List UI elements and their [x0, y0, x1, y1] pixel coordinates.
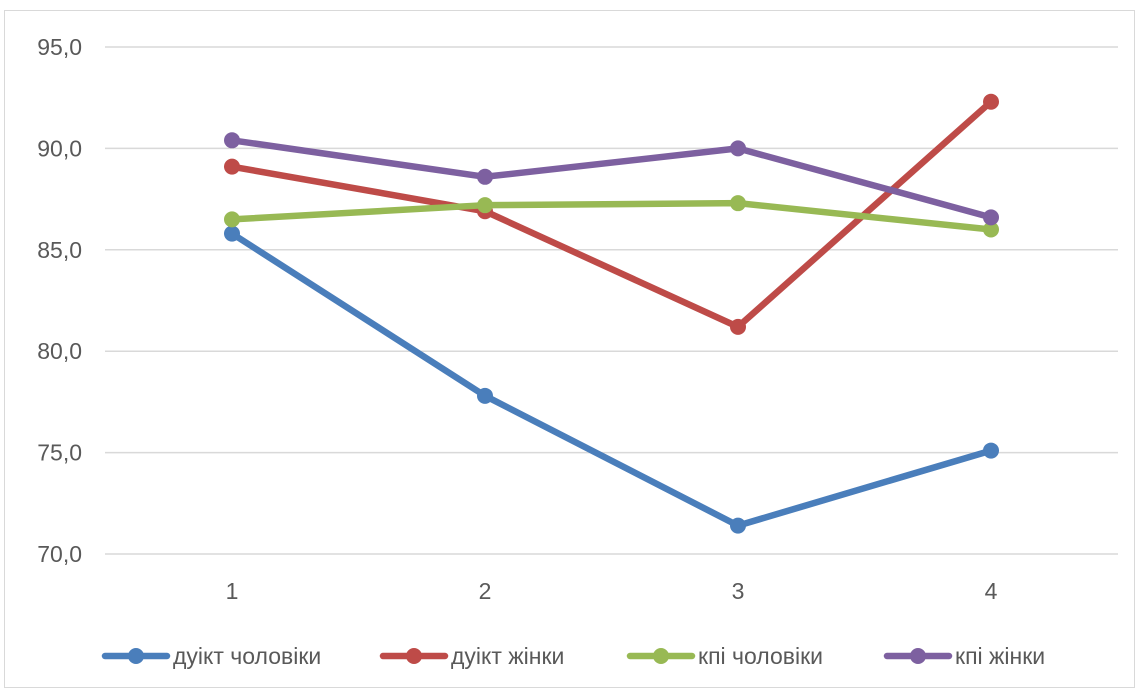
data-point: [224, 132, 240, 149]
series-line: [228, 199, 995, 233]
series-1: [224, 225, 999, 534]
y-tick-label: 85,0: [37, 237, 82, 263]
data-point: [730, 195, 746, 212]
legend-label: дуікт жінки: [451, 643, 564, 669]
legend-label: кпі жінки: [955, 643, 1045, 669]
data-point: [477, 387, 493, 404]
data-point: [477, 168, 493, 185]
legend-entry-2: дуікт жінки: [379, 643, 564, 669]
y-axis-ticks: 70,0 75,0 80,0 85,0 90,0 95,0: [37, 34, 82, 567]
legend-swatch-marker: [653, 648, 669, 664]
data-point: [983, 442, 999, 459]
series-line: [228, 137, 995, 221]
data-point: [477, 197, 493, 214]
y-tick-label: 75,0: [37, 440, 82, 466]
x-tick-label: 1: [226, 578, 239, 604]
data-point: [224, 211, 240, 228]
legend-swatch-marker: [406, 648, 422, 664]
series-4: [224, 132, 999, 226]
x-tick-label: 2: [479, 578, 492, 604]
legend-swatch-marker: [910, 648, 926, 664]
series-line: [228, 230, 995, 529]
series-3: [224, 195, 999, 238]
legend: дуікт чоловіки дуікт жінки кпі чоловіки кпі…: [101, 643, 1045, 669]
y-tick-label: 95,0: [37, 34, 82, 60]
data-point: [730, 140, 746, 157]
legend-label: дуікт чоловіки: [173, 643, 321, 669]
data-point: [224, 158, 240, 175]
y-tick-label: 90,0: [37, 135, 82, 161]
chart-frame: [4, 10, 1135, 688]
legend-label: кпі чоловіки: [698, 643, 823, 669]
data-point: [983, 93, 999, 110]
x-tick-label: 4: [985, 578, 998, 604]
data-point: [224, 225, 240, 242]
legend-entry-3: кпі чоловіки: [626, 643, 823, 669]
x-tick-label: 3: [732, 578, 745, 604]
data-point: [730, 318, 746, 335]
data-point: [983, 221, 999, 238]
series-lines: [224, 93, 999, 534]
y-tick-label: 70,0: [37, 541, 82, 567]
legend-swatch-marker: [128, 648, 144, 664]
y-tick-label: 80,0: [37, 338, 82, 364]
data-point: [983, 209, 999, 226]
data-point: [730, 517, 746, 534]
legend-entry-4: кпі жінки: [883, 643, 1045, 669]
legend-entry-1: дуікт чоловіки: [101, 643, 321, 669]
x-axis-ticks: 1 2 3 4: [226, 578, 998, 604]
